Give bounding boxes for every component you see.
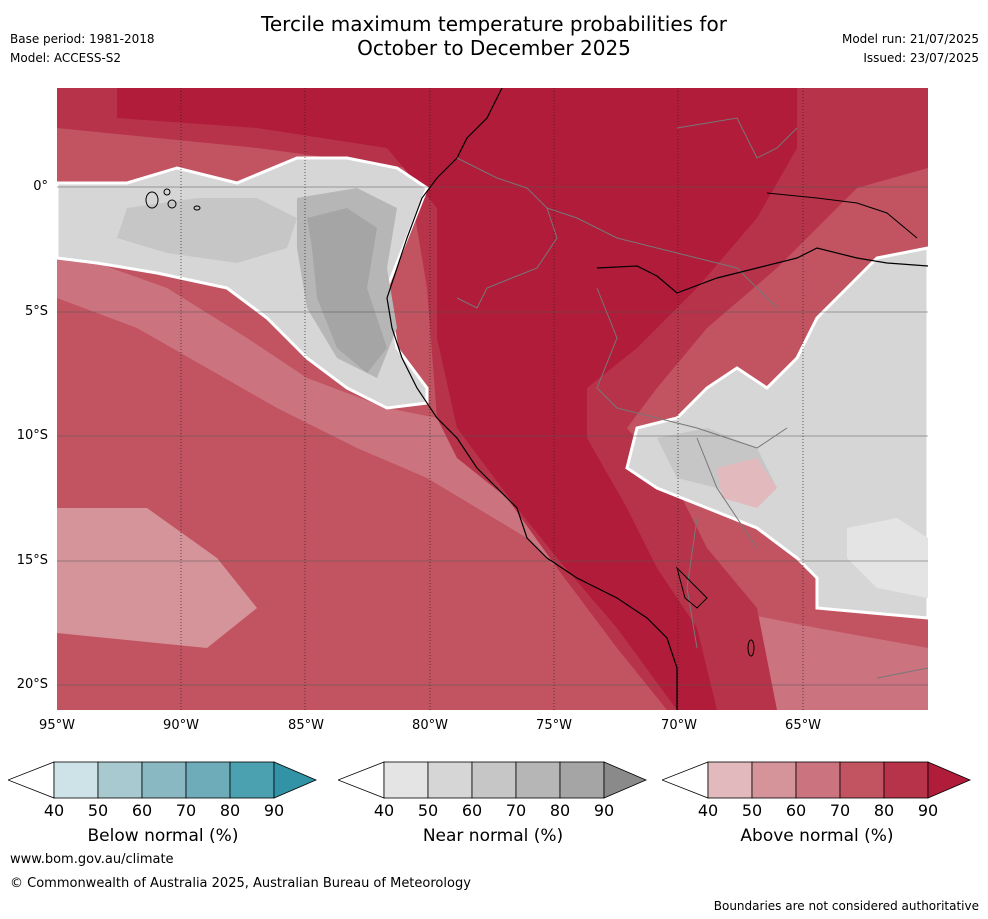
colorbar-above-bin-60 [795, 761, 841, 799]
near-normal-east-region [625, 246, 928, 620]
lakes [676, 566, 755, 657]
colorbar-above-label: Above normal (%) [740, 826, 894, 846]
lon-label-85w: 85°W [288, 718, 324, 733]
colorbar-near-tick: 70 [505, 801, 527, 820]
above-normal-90-core [117, 88, 797, 710]
lon-label-70w: 70°W [661, 718, 697, 733]
lat-label-5s: 5°S [24, 304, 48, 319]
lon-label-65w: 65°W [785, 718, 821, 733]
lon-label-80w: 80°W [412, 718, 448, 733]
near-normal-80-west [307, 208, 387, 373]
colorbar-below-tick: 50 [87, 801, 109, 820]
galapagos-islands [145, 188, 201, 211]
lat-label-0: 0° [33, 179, 48, 194]
copyright-text: © Commonwealth of Australia 2025, Austra… [10, 876, 471, 891]
colorbar-below-bin-40 [53, 761, 99, 799]
colorbar-below-tick: 70 [175, 801, 197, 820]
lat-label-20s: 20°S [16, 677, 48, 692]
website-link[interactable]: www.bom.gov.au/climate [10, 852, 174, 867]
country-borders [456, 117, 928, 679]
meta-left: Base period: 1981-2018 Model: ACCESS-S2 [10, 30, 155, 68]
model-run-text: Model run: 21/07/2025 [841, 32, 979, 46]
model-text: Model: ACCESS-S2 [10, 51, 122, 65]
near-normal-40-east [847, 518, 928, 598]
colorbar-below-tick: 90 [263, 801, 285, 820]
colorbar-near-bin-50 [427, 761, 473, 799]
colorbar-below-normal [8, 761, 318, 799]
latitude-lines [57, 186, 928, 686]
title-line-2: October to December 2025 [357, 36, 631, 60]
colorbar-above-bin-40 [707, 761, 753, 799]
above-normal-40-inset [717, 458, 777, 508]
colorbar-above-tick: 90 [917, 801, 939, 820]
colorbar-above-bin-80 [883, 761, 929, 799]
colorbar-below-bin-70 [185, 761, 231, 799]
boundaries-disclaimer: Boundaries are not considered authoritat… [713, 899, 979, 913]
colorbar-near-max-arrow [603, 761, 648, 799]
map-svg [57, 88, 928, 710]
lon-label-75w: 75°W [536, 718, 572, 733]
colorbar-below-min-arrow [8, 761, 55, 799]
colorbar-below-bin-80 [229, 761, 275, 799]
colorbar-above-tick: 70 [829, 801, 851, 820]
near-normal-60-west [117, 198, 297, 263]
above-normal-50-region-southwest [57, 508, 257, 648]
issued-text: Issued: 23/07/2025 [863, 51, 979, 65]
base-period-text: Base period: 1981-2018 [10, 32, 155, 46]
colorbar-near-tick: 40 [373, 801, 395, 820]
colorbar-near-tick: 90 [593, 801, 615, 820]
colorbar-near-normal [338, 761, 648, 799]
colorbar-above-bin-70 [839, 761, 885, 799]
colorbar-below-tick: 60 [131, 801, 153, 820]
colorbar-near-tick: 50 [417, 801, 439, 820]
colorbar-below-max-arrow [273, 761, 318, 799]
river-north [766, 192, 918, 239]
colorbar-near-bin-60 [471, 761, 517, 799]
colorbar-above-tick: 50 [741, 801, 763, 820]
colorbar-below-tick: 80 [219, 801, 241, 820]
lat-label-10s: 10°S [16, 428, 48, 443]
title-line-1: Tercile maximum temperature probabilitie… [261, 12, 727, 36]
colorbar-below-bin-50 [97, 761, 143, 799]
colorbar-above-min-arrow [662, 761, 709, 799]
chart-title: Tercile maximum temperature probabilitie… [0, 12, 988, 60]
lon-label-90w: 90°W [163, 718, 199, 733]
colorbar-near-bin-40 [383, 761, 429, 799]
amazon-river [596, 247, 928, 294]
colorbar-below-label: Below normal (%) [87, 826, 239, 846]
colorbar-above-tick: 40 [697, 801, 719, 820]
colorbar-near-tick: 80 [549, 801, 571, 820]
meta-right: Model run: 21/07/2025 Issued: 23/07/2025 [842, 30, 979, 68]
colorbar-above-bin-50 [751, 761, 797, 799]
colorbar-near-bin-80 [559, 761, 605, 799]
colorbar-below-tick: 40 [43, 801, 65, 820]
lon-label-95w: 95°W [39, 718, 75, 733]
colorbar-below-bin-60 [141, 761, 187, 799]
colorbar-near-tick: 60 [461, 801, 483, 820]
coastline [386, 88, 678, 710]
colorbar-above-tick: 80 [873, 801, 895, 820]
colorbar-above-tick: 60 [785, 801, 807, 820]
lat-label-15s: 15°S [16, 553, 48, 568]
colorbar-above-normal [662, 761, 972, 799]
colorbar-near-label: Near normal (%) [422, 826, 564, 846]
colorbar-above-max-arrow [927, 761, 972, 799]
colorbar-near-min-arrow [338, 761, 385, 799]
colorbar-near-bin-70 [515, 761, 561, 799]
probability-map [57, 88, 928, 710]
